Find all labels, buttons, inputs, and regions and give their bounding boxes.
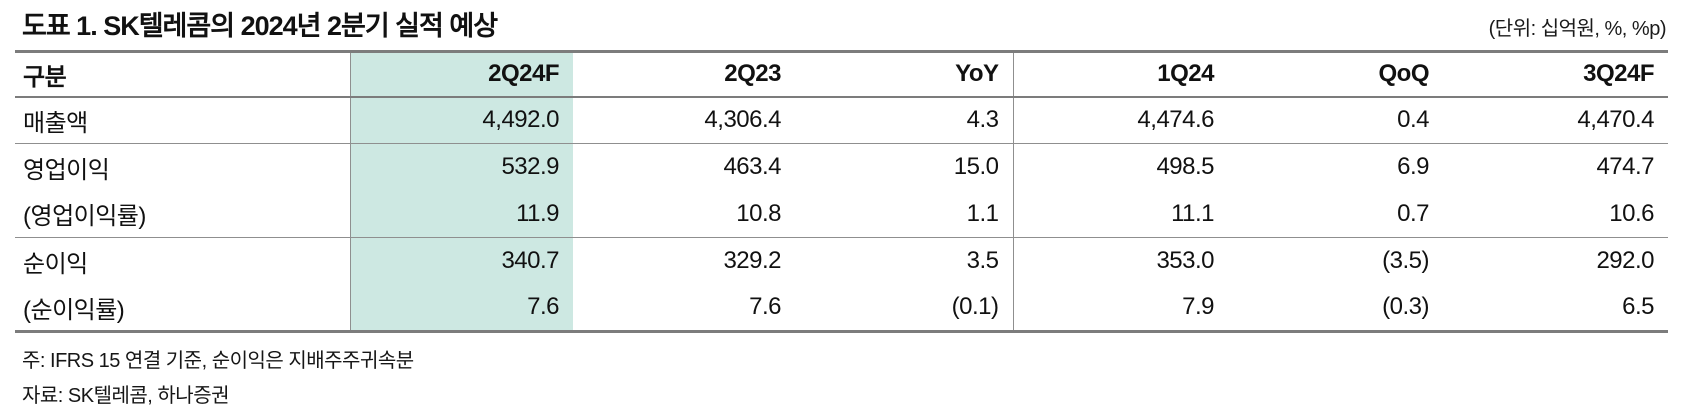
cell-yoy: (0.1) <box>795 284 1014 332</box>
cell-2q24f: 7.6 <box>350 284 573 332</box>
cell-3q24f: 474.7 <box>1596 153 1654 181</box>
table-row: (순이익률) 7.6 7.6 (0.1) 7.9 (0.3) 6.5 <box>15 284 1668 332</box>
cell-2q24f: 11.9 <box>350 190 573 238</box>
cell-3q24f: 6.5 <box>1622 293 1654 321</box>
table-row: 순이익 340.7 329.2 3.5 353.0 (3.5) 292.0 <box>15 237 1668 285</box>
row-label: 매출액 <box>15 96 351 144</box>
unit-note: (단위: 십억원, %, %p) <box>1488 18 1667 40</box>
cell-1q24: 4,474.6 <box>1137 106 1214 134</box>
cell-1q24: 498.5 <box>1156 153 1214 181</box>
cell-2q24f: 532.9 <box>350 143 573 191</box>
cell-1q24: 7.9 <box>1182 293 1214 321</box>
cell-2q23: 4,306.4 <box>704 106 781 134</box>
cell-2q23: 329.2 <box>723 247 781 275</box>
cell-qoq: 0.7 <box>1397 199 1429 227</box>
footnote-basis: 주: IFRS 15 연결 기준, 순이익은 지배주주귀속분 <box>22 350 414 372</box>
figure-title: 도표 1. SK텔레콤의 2024년 2분기 실적 예상 <box>22 11 498 41</box>
cell-2q23: 463.4 <box>723 153 781 181</box>
table-row: 영업이익 532.9 463.4 15.0 498.5 6.9 474.7 <box>15 143 1668 191</box>
earnings-table: 구분 2Q24F 2Q23 YoY 1Q24 QoQ 3Q24F 매출액 4,49… <box>15 50 1668 333</box>
cell-yoy: 4.3 <box>795 96 1014 144</box>
column-header-qoq: QoQ <box>1378 60 1430 88</box>
footnote-source: 자료: SK텔레콤, 하나증권 <box>22 385 230 407</box>
cell-qoq: 6.9 <box>1397 153 1429 181</box>
row-label: 순이익 <box>15 237 351 285</box>
cell-1q24: 353.0 <box>1156 247 1214 275</box>
row-label: (순이익률) <box>15 284 351 332</box>
column-header-2q23: 2Q23 <box>724 60 781 88</box>
table-row: 매출액 4,492.0 4,306.4 4.3 4,474.6 0.4 4,470.4 <box>15 96 1668 144</box>
row-label: (영업이익률) <box>15 190 351 238</box>
row-label: 영업이익 <box>15 143 351 191</box>
column-header-1q24: 1Q24 <box>1157 60 1214 88</box>
cell-3q24f: 292.0 <box>1596 247 1654 275</box>
figure-header: 도표 1. SK텔레콤의 2024년 2분기 실적 예상 (단위: 십억원, %… <box>0 0 1684 50</box>
cell-qoq: (3.5) <box>1382 247 1429 275</box>
cell-1q24: 11.1 <box>1171 199 1214 227</box>
cell-2q23: 10.8 <box>736 199 781 227</box>
cell-qoq: 0.4 <box>1397 106 1429 134</box>
column-header-3q24f: 3Q24F <box>1583 60 1654 88</box>
cell-3q24f: 10.6 <box>1609 199 1654 227</box>
table-header-row: 구분 2Q24F 2Q23 YoY 1Q24 QoQ 3Q24F <box>15 51 1668 97</box>
cell-yoy: 1.1 <box>795 190 1014 238</box>
column-header-yoy: YoY <box>795 51 1014 97</box>
cell-3q24f: 4,470.4 <box>1577 106 1654 134</box>
cell-2q24f: 340.7 <box>350 237 573 285</box>
cell-qoq: (0.3) <box>1382 293 1429 321</box>
column-header-2q24f: 2Q24F <box>350 51 573 97</box>
cell-2q24f: 4,492.0 <box>350 96 573 144</box>
table-row: (영업이익률) 11.9 10.8 1.1 11.1 0.7 10.6 <box>15 190 1668 238</box>
column-header-gubun: 구분 <box>15 51 351 97</box>
cell-yoy: 3.5 <box>795 237 1014 285</box>
footnotes: 주: IFRS 15 연결 기준, 순이익은 지배주주귀속분 자료: SK텔레콤… <box>0 333 1684 414</box>
cell-2q23: 7.6 <box>749 293 781 321</box>
cell-yoy: 15.0 <box>795 143 1014 191</box>
